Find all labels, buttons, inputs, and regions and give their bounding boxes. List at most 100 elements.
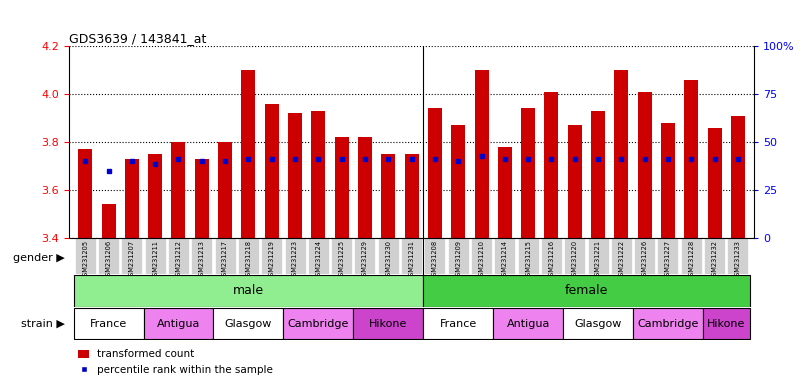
FancyBboxPatch shape <box>331 238 352 274</box>
Text: GSM231212: GSM231212 <box>175 240 182 280</box>
Text: GSM231205: GSM231205 <box>82 240 88 280</box>
Bar <box>148 154 162 238</box>
Text: France: France <box>90 318 127 329</box>
Text: GSM231218: GSM231218 <box>246 240 251 280</box>
Bar <box>242 70 255 238</box>
FancyBboxPatch shape <box>354 308 423 339</box>
Text: Hikone: Hikone <box>707 318 745 329</box>
Text: Glasgow: Glasgow <box>225 318 272 329</box>
FancyBboxPatch shape <box>611 238 632 274</box>
Text: GSM231219: GSM231219 <box>268 240 275 280</box>
FancyBboxPatch shape <box>285 238 306 274</box>
Text: GSM231211: GSM231211 <box>152 240 158 280</box>
FancyBboxPatch shape <box>448 238 469 274</box>
FancyBboxPatch shape <box>495 238 515 274</box>
FancyBboxPatch shape <box>424 238 445 274</box>
Text: Antigua: Antigua <box>506 318 550 329</box>
Text: GSM231207: GSM231207 <box>129 240 135 280</box>
FancyBboxPatch shape <box>168 238 189 274</box>
FancyBboxPatch shape <box>563 308 633 339</box>
Text: GSM231216: GSM231216 <box>548 240 555 280</box>
Text: gender ▶: gender ▶ <box>13 253 65 263</box>
Bar <box>264 104 279 238</box>
Bar <box>381 154 395 238</box>
FancyBboxPatch shape <box>215 238 236 274</box>
Bar <box>125 159 139 238</box>
Text: GSM231233: GSM231233 <box>735 240 741 280</box>
Bar <box>615 70 629 238</box>
FancyBboxPatch shape <box>144 238 165 274</box>
Text: GSM231223: GSM231223 <box>292 240 298 280</box>
FancyBboxPatch shape <box>423 308 493 339</box>
FancyBboxPatch shape <box>238 238 259 274</box>
Text: GSM231220: GSM231220 <box>572 240 577 280</box>
Text: GSM231209: GSM231209 <box>455 240 461 280</box>
Bar <box>661 123 675 238</box>
Bar <box>521 109 535 238</box>
Text: GSM231222: GSM231222 <box>618 240 624 280</box>
FancyBboxPatch shape <box>587 238 608 274</box>
FancyBboxPatch shape <box>191 238 212 274</box>
Bar <box>498 147 512 238</box>
FancyBboxPatch shape <box>727 238 749 274</box>
Bar <box>288 113 302 238</box>
Text: GSM231228: GSM231228 <box>689 240 694 280</box>
Text: strain ▶: strain ▶ <box>21 318 65 329</box>
Text: Glasgow: Glasgow <box>574 318 622 329</box>
FancyBboxPatch shape <box>423 275 749 306</box>
FancyBboxPatch shape <box>401 238 422 274</box>
Bar <box>405 154 418 238</box>
Text: Cambridge: Cambridge <box>637 318 698 329</box>
Bar <box>568 125 581 238</box>
Text: GSM231215: GSM231215 <box>526 240 531 280</box>
FancyBboxPatch shape <box>564 238 586 274</box>
FancyBboxPatch shape <box>213 308 283 339</box>
Bar <box>637 92 652 238</box>
Text: Hikone: Hikone <box>369 318 407 329</box>
FancyBboxPatch shape <box>74 308 144 339</box>
FancyBboxPatch shape <box>633 308 703 339</box>
Bar <box>474 70 488 238</box>
Text: GSM231225: GSM231225 <box>339 240 345 280</box>
Text: GSM231208: GSM231208 <box>432 240 438 280</box>
Text: GSM231232: GSM231232 <box>711 240 718 280</box>
Bar <box>451 125 466 238</box>
Bar <box>101 205 115 238</box>
Text: GSM231227: GSM231227 <box>665 240 671 280</box>
Text: France: France <box>440 318 477 329</box>
Bar <box>428 109 442 238</box>
Bar <box>708 128 722 238</box>
Bar <box>358 137 372 238</box>
Bar <box>78 149 92 238</box>
Text: male: male <box>233 285 264 297</box>
Text: GSM231206: GSM231206 <box>105 240 112 280</box>
FancyBboxPatch shape <box>704 238 725 274</box>
Text: Cambridge: Cambridge <box>288 318 349 329</box>
Bar <box>218 142 232 238</box>
FancyBboxPatch shape <box>517 238 539 274</box>
FancyBboxPatch shape <box>122 238 143 274</box>
Bar <box>684 80 698 238</box>
Bar <box>195 159 208 238</box>
FancyBboxPatch shape <box>354 238 375 274</box>
Bar <box>731 116 745 238</box>
FancyBboxPatch shape <box>144 308 213 339</box>
FancyBboxPatch shape <box>471 238 492 274</box>
FancyBboxPatch shape <box>261 238 282 274</box>
FancyBboxPatch shape <box>541 238 562 274</box>
FancyBboxPatch shape <box>75 238 96 274</box>
FancyBboxPatch shape <box>634 238 655 274</box>
FancyBboxPatch shape <box>308 238 328 274</box>
FancyBboxPatch shape <box>98 238 119 274</box>
Text: GSM231210: GSM231210 <box>478 240 484 280</box>
FancyBboxPatch shape <box>493 308 563 339</box>
Bar <box>311 111 325 238</box>
Bar <box>171 142 186 238</box>
Legend: transformed count, percentile rank within the sample: transformed count, percentile rank withi… <box>74 345 277 379</box>
Text: Antigua: Antigua <box>157 318 200 329</box>
FancyBboxPatch shape <box>283 308 354 339</box>
Bar <box>335 137 349 238</box>
Text: GSM231224: GSM231224 <box>315 240 321 280</box>
Text: GSM231213: GSM231213 <box>199 240 205 280</box>
FancyBboxPatch shape <box>680 238 702 274</box>
